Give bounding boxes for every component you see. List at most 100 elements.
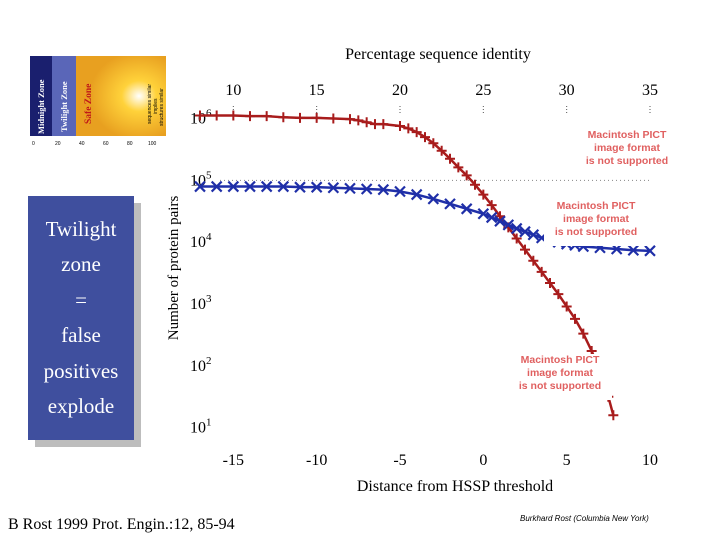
top-tick-label: 15 xyxy=(309,82,325,99)
pict-placeholder-2: Macintosh PICT image format is not suppo… xyxy=(544,200,648,246)
pict-2-line-3: is not supported xyxy=(554,226,638,238)
red-plus-marker xyxy=(436,145,447,156)
zone-legend-line-1: sequences similar xyxy=(147,84,153,124)
top-tick-label: 20 xyxy=(392,82,408,99)
x-tick-label: -15 xyxy=(223,452,244,469)
y-tick-label: 103 xyxy=(190,293,212,313)
red-plus-marker xyxy=(420,132,430,143)
blue-cross-marker xyxy=(494,215,506,227)
blue-cross-marker xyxy=(310,181,323,193)
axes: 10 15 20 25 30 35-15 -10 -5 0 5 101061051041031021… xyxy=(190,82,658,469)
red-plus-marker xyxy=(403,123,414,134)
blue-cross-marker xyxy=(477,207,490,220)
red-plus-marker xyxy=(536,266,547,277)
safe-zone-label: Safe Zone xyxy=(84,84,94,124)
red-plus-marker xyxy=(295,112,305,123)
y-tick-exponent: 4 xyxy=(206,231,212,243)
blue-cross-marker xyxy=(627,244,640,256)
twilight-zone-label: Twilight Zone xyxy=(59,81,69,132)
red-plus-marker xyxy=(461,170,472,181)
blue-cross-marker xyxy=(644,245,656,257)
midnight-zone-label: Midnight Zone xyxy=(36,79,46,134)
twilight-zone-band xyxy=(52,56,76,136)
citation: B Rost 1999 Prot. Engin.:12, 85-94 xyxy=(8,516,235,533)
blue-cross-marker xyxy=(394,185,406,198)
x-tick-label: -10 xyxy=(306,452,327,469)
pict-placeholder-3: Macintosh PICT image format is not suppo… xyxy=(508,354,612,400)
red-plus-marker xyxy=(445,153,455,164)
red-plus-marker xyxy=(328,113,339,124)
y-tick-label: 101 xyxy=(190,417,212,437)
author-credit: Burkhard Rost (Columbia New York) xyxy=(520,514,649,523)
zone-box-line-4: false xyxy=(61,323,101,347)
red-plus-marker xyxy=(520,244,530,255)
blue-cross-marker xyxy=(227,180,240,193)
blue-cross-marker xyxy=(444,198,456,210)
blue-cross-marker xyxy=(194,180,206,193)
thumb-tick-60: 60 xyxy=(103,141,109,147)
blue-cross-marker xyxy=(427,193,440,205)
y-tick-exponent: 1 xyxy=(206,417,212,429)
red-plus-marker xyxy=(570,313,580,324)
blue-cross-marker xyxy=(277,180,290,193)
pict-2-line-2: image format xyxy=(563,213,629,225)
red-plus-marker xyxy=(278,112,289,123)
blue-cross-marker xyxy=(460,203,473,215)
zone-box-line-1: Twilight xyxy=(45,216,117,241)
red-plus-marker xyxy=(528,255,539,266)
zone-box-line-3: = xyxy=(75,287,87,312)
top-tick-label: 10 xyxy=(225,82,241,99)
thumb-tick-80: 80 xyxy=(127,141,133,147)
y-tick-base: 10 xyxy=(190,296,206,313)
y-tick-base: 10 xyxy=(190,234,206,251)
blue-cross-marker xyxy=(327,182,340,194)
twilight-zone-box: Twilight zone = false positives explode xyxy=(28,196,134,440)
pict-2-line-1: Macintosh PICT xyxy=(556,200,636,212)
red-plus-marker xyxy=(478,189,489,200)
blue-cross-marker xyxy=(377,183,390,196)
red-plus-marker xyxy=(261,111,272,122)
safe-zone-band xyxy=(76,56,166,136)
red-plus-marker xyxy=(211,110,222,121)
y-tick-base: 10 xyxy=(190,111,206,128)
top-tick-label: 30 xyxy=(559,82,575,99)
thumb-tick-20: 20 xyxy=(55,141,61,147)
thumb-tick-0: 0 xyxy=(32,141,35,147)
red-plus-marker xyxy=(545,277,555,288)
blue-cross-marker xyxy=(294,181,306,193)
blue-cross-marker xyxy=(519,225,531,238)
y-tick-exponent: 3 xyxy=(206,293,212,305)
red-plus-marker xyxy=(195,110,205,121)
zone-thumbnail: Midnight Zone Twilight Zone Safe Zone se… xyxy=(30,56,166,147)
top-tick-label: 25 xyxy=(475,82,491,99)
blue-cross-marker xyxy=(360,183,373,195)
red-plus-marker xyxy=(228,110,239,121)
zone-box-line-6: explode xyxy=(47,394,115,418)
y-tick-exponent: 6 xyxy=(206,108,212,120)
x-tick-label: 5 xyxy=(563,452,571,469)
red-plus-marker xyxy=(470,179,480,190)
red-plus-marker xyxy=(561,301,572,312)
x-tick-label: 0 xyxy=(479,452,487,469)
red-plus-marker xyxy=(378,119,389,130)
y-tick-base: 10 xyxy=(190,358,206,375)
thumb-tick-100: 100 xyxy=(148,141,157,147)
blue-cross-marker xyxy=(210,180,223,193)
red-plus-marker xyxy=(245,111,255,122)
red-plus-marker xyxy=(511,233,522,244)
zone-box-line-5: positives xyxy=(43,358,119,383)
red-plus-marker xyxy=(495,211,505,222)
red-plus-marker xyxy=(311,112,322,123)
blue-cross-marker xyxy=(244,180,256,193)
y-tick-base: 10 xyxy=(190,420,206,437)
blue-cross-marker xyxy=(510,222,523,235)
x-tick-label: -5 xyxy=(393,452,406,469)
pict-3-line-1: Macintosh PICT xyxy=(520,354,600,366)
blue-cross-marker xyxy=(410,188,423,201)
blue-cross-marker xyxy=(527,228,540,241)
red-plus-marker xyxy=(345,114,355,125)
pict-3-line-2: image format xyxy=(527,367,593,379)
chart-title: Percentage sequence identity xyxy=(345,46,531,63)
red-plus-marker xyxy=(578,328,589,339)
blue-cross-marker xyxy=(502,219,515,231)
